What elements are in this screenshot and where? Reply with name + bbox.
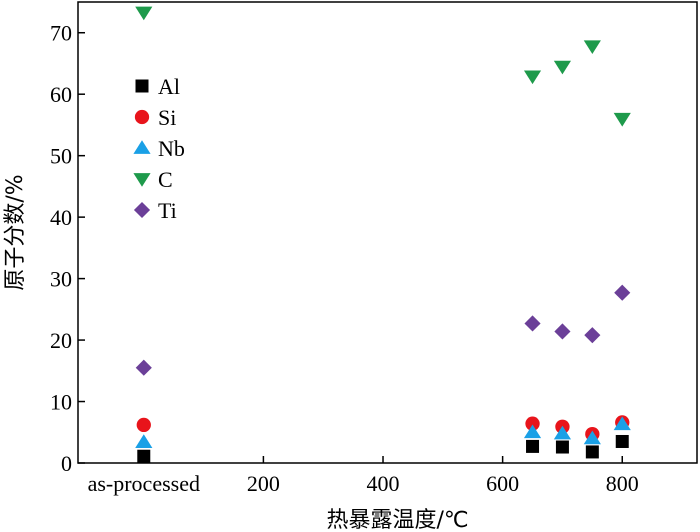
y-tick-label: 10 — [50, 390, 72, 415]
y-tick-label: 60 — [50, 82, 72, 107]
data-point — [585, 445, 599, 459]
data-point — [136, 417, 151, 433]
data-point — [523, 424, 542, 439]
data-point — [583, 430, 601, 445]
data-point — [584, 327, 601, 344]
data-point — [613, 416, 631, 431]
data-point — [526, 439, 540, 453]
data-points — [135, 6, 631, 463]
y-axis-title: 原子分数/% — [3, 174, 28, 290]
legend-marker-c — [133, 173, 151, 187]
x-tick-label: 600 — [486, 471, 519, 496]
legend-label-c: C — [158, 167, 173, 192]
legend-marker-si — [134, 109, 150, 125]
x-axis: as-processed 200 400 600 800 — [88, 456, 639, 496]
legend-label-al: Al — [158, 74, 180, 99]
y-tick-label: 40 — [50, 205, 72, 230]
x-tick-label: as-processed — [88, 471, 200, 496]
legend-label-si: Si — [158, 105, 176, 130]
data-point — [135, 359, 152, 376]
data-point — [614, 284, 631, 301]
x-tick-label: 200 — [247, 471, 280, 496]
data-point — [613, 112, 631, 127]
data-point — [135, 434, 153, 448]
legend-marker-nb — [133, 140, 151, 154]
y-axis: 0 10 20 30 40 50 60 70 — [50, 21, 85, 476]
x-axis-title: 热暴露温度/℃ — [326, 508, 468, 532]
y-tick-label: 0 — [61, 451, 72, 476]
legend-marker-ti — [133, 201, 151, 219]
data-point — [525, 416, 540, 431]
data-point — [555, 440, 569, 454]
data-point — [135, 6, 153, 21]
data-point — [523, 70, 542, 85]
series-c — [135, 6, 631, 127]
series-nb — [135, 416, 631, 448]
data-point — [524, 315, 541, 332]
data-point — [554, 323, 571, 340]
data-point — [583, 40, 601, 55]
legend-label-ti: Ti — [158, 198, 177, 223]
x-tick-label: 400 — [367, 471, 400, 496]
y-tick-label: 20 — [50, 328, 72, 353]
data-point — [553, 425, 572, 440]
legend: Al Si Nb C Ti — [133, 74, 185, 223]
data-point — [137, 449, 151, 463]
plot-border — [77, 1, 698, 464]
plot-area — [77, 1, 698, 464]
series-ti — [135, 284, 631, 376]
y-tick-label: 70 — [50, 21, 72, 46]
legend-marker-al — [135, 79, 149, 93]
data-point — [615, 434, 629, 448]
x-tick-label: 800 — [606, 471, 639, 496]
y-tick-label: 30 — [50, 267, 72, 292]
series-al — [137, 434, 629, 463]
data-point — [553, 60, 572, 75]
legend-label-nb: Nb — [158, 136, 185, 161]
y-tick-label: 50 — [50, 144, 72, 169]
